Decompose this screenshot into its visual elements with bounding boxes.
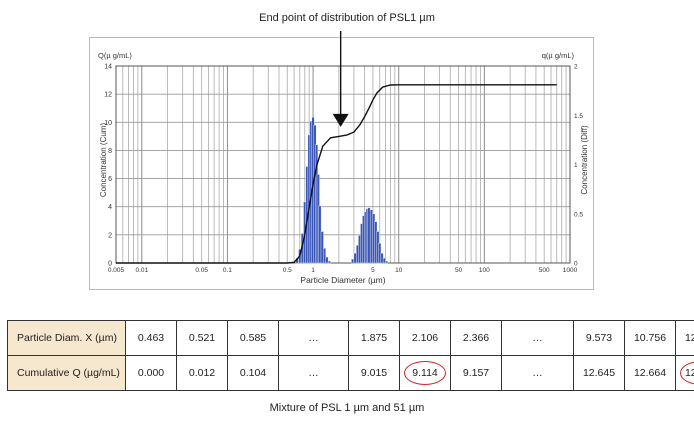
table-cell: 0.104 [227,355,279,391]
y-left-axis-title: Concentration (Cum) [99,123,108,198]
table-cell: 12.084 [675,320,694,356]
y-left-tick-label: 8 [108,148,112,155]
data-table: Particle Diam. X (µm) 0.463 0.521 0.585… 1.8… [7,320,694,391]
histogram-bar [382,257,386,264]
table-row: Cumulative Q (µg/mL) 0.000 0.012 0.104… 9.01… [7,355,694,391]
x-tick-label: 0.005 [108,267,125,274]
x-tick-label: 0.01 [135,267,148,274]
y-right-tick-label: 1.5 [574,113,583,120]
table-cell: 9.015 [348,355,400,391]
x-tick-label: 1000 [563,267,578,274]
histogram-bar [325,256,329,264]
x-tick-label: 100 [479,267,490,274]
histogram-bar [320,231,324,264]
x-tick-label: 50 [455,267,463,274]
table-cell: 2.366 [450,320,502,356]
x-tick-label: 0.5 [283,267,292,274]
x-tick-label: 500 [539,267,550,274]
figure-caption: Mixture of PSL 1 µm and 51 µm [269,402,425,414]
table-cell: … [501,355,574,391]
table-cell: 9.114 [399,355,451,391]
histogram-bar [351,258,355,264]
y-right-axis-title: Concentration (Diff) [580,125,589,195]
y-left-tick-label: 14 [104,64,112,71]
y-left-tick-label: 2 [108,232,112,239]
table-cell: 0.585 [227,320,279,356]
highlight-circle [404,361,446,385]
table-cell: 0.463 [125,320,177,356]
table-cell: 0.000 [125,355,177,391]
row-header: Cumulative Q (µg/mL) [7,355,126,391]
table-cell: 10.756 [624,320,676,356]
y-right-unit-label: q(µ g/mL) [542,51,575,60]
table-cell: 2.106 [399,320,451,356]
y-right-tick-label: 0.5 [574,211,583,218]
histogram-bar [385,260,388,264]
table-row: Particle Diam. X (µm) 0.463 0.521 0.585… 1.8… [7,320,694,356]
cumulative-curve [116,84,557,264]
histogram-bar [318,205,322,264]
x-tick-label: 10 [395,267,403,274]
table-cell: 12.664 [624,355,676,391]
particle-size-chart: 0.005 0.01 0.05 0.1 0.5 1 5 10 50 100 500 100002468… [98,31,589,285]
x-tick-label: 1 [311,267,315,274]
y-left-tick-label: 12 [104,92,112,99]
annotation-arrow-head [332,113,349,127]
y-left-tick-label: 6 [108,176,112,183]
row-header: Particle Diam. X (µm) [7,320,126,356]
histogram-bar [327,260,331,264]
table-cell: 9.157 [450,355,502,391]
x-tick-label: 0.1 [223,267,232,274]
table-cell: 9.573 [573,320,625,356]
table-cell: 0.521 [176,320,228,356]
histogram-bar [378,243,382,264]
table-cell: 12.645 [573,355,625,391]
histogram-bar [323,248,326,264]
table-cell: … [278,355,349,391]
y-left-unit-label: Q(µ g/mL) [98,51,132,60]
y-right-tick-label: 2 [574,64,578,71]
histogram-bar [367,207,371,264]
y-left-tick-label: 10 [104,120,112,127]
table-cell: 12.667 [675,355,694,391]
y-right-tick-label: 0 [574,261,578,268]
table-cell: 1.875 [348,320,400,356]
highlight-circle [680,361,694,385]
y-left-tick-label: 0 [108,261,112,268]
table-cell: … [501,320,574,356]
table-cell: 0.012 [176,355,228,391]
y-left-tick-label: 4 [108,204,112,211]
annotation-text: End point of distribution of PSL1 µm [259,12,435,24]
y-right-tick-label: 1 [574,162,578,169]
x-axis-title: Particle Diameter (µm) [300,275,385,285]
x-tick-label: 5 [371,267,375,274]
plot-border [115,65,571,264]
table-cell: … [278,320,349,356]
x-tick-label: 0.05 [195,267,208,274]
